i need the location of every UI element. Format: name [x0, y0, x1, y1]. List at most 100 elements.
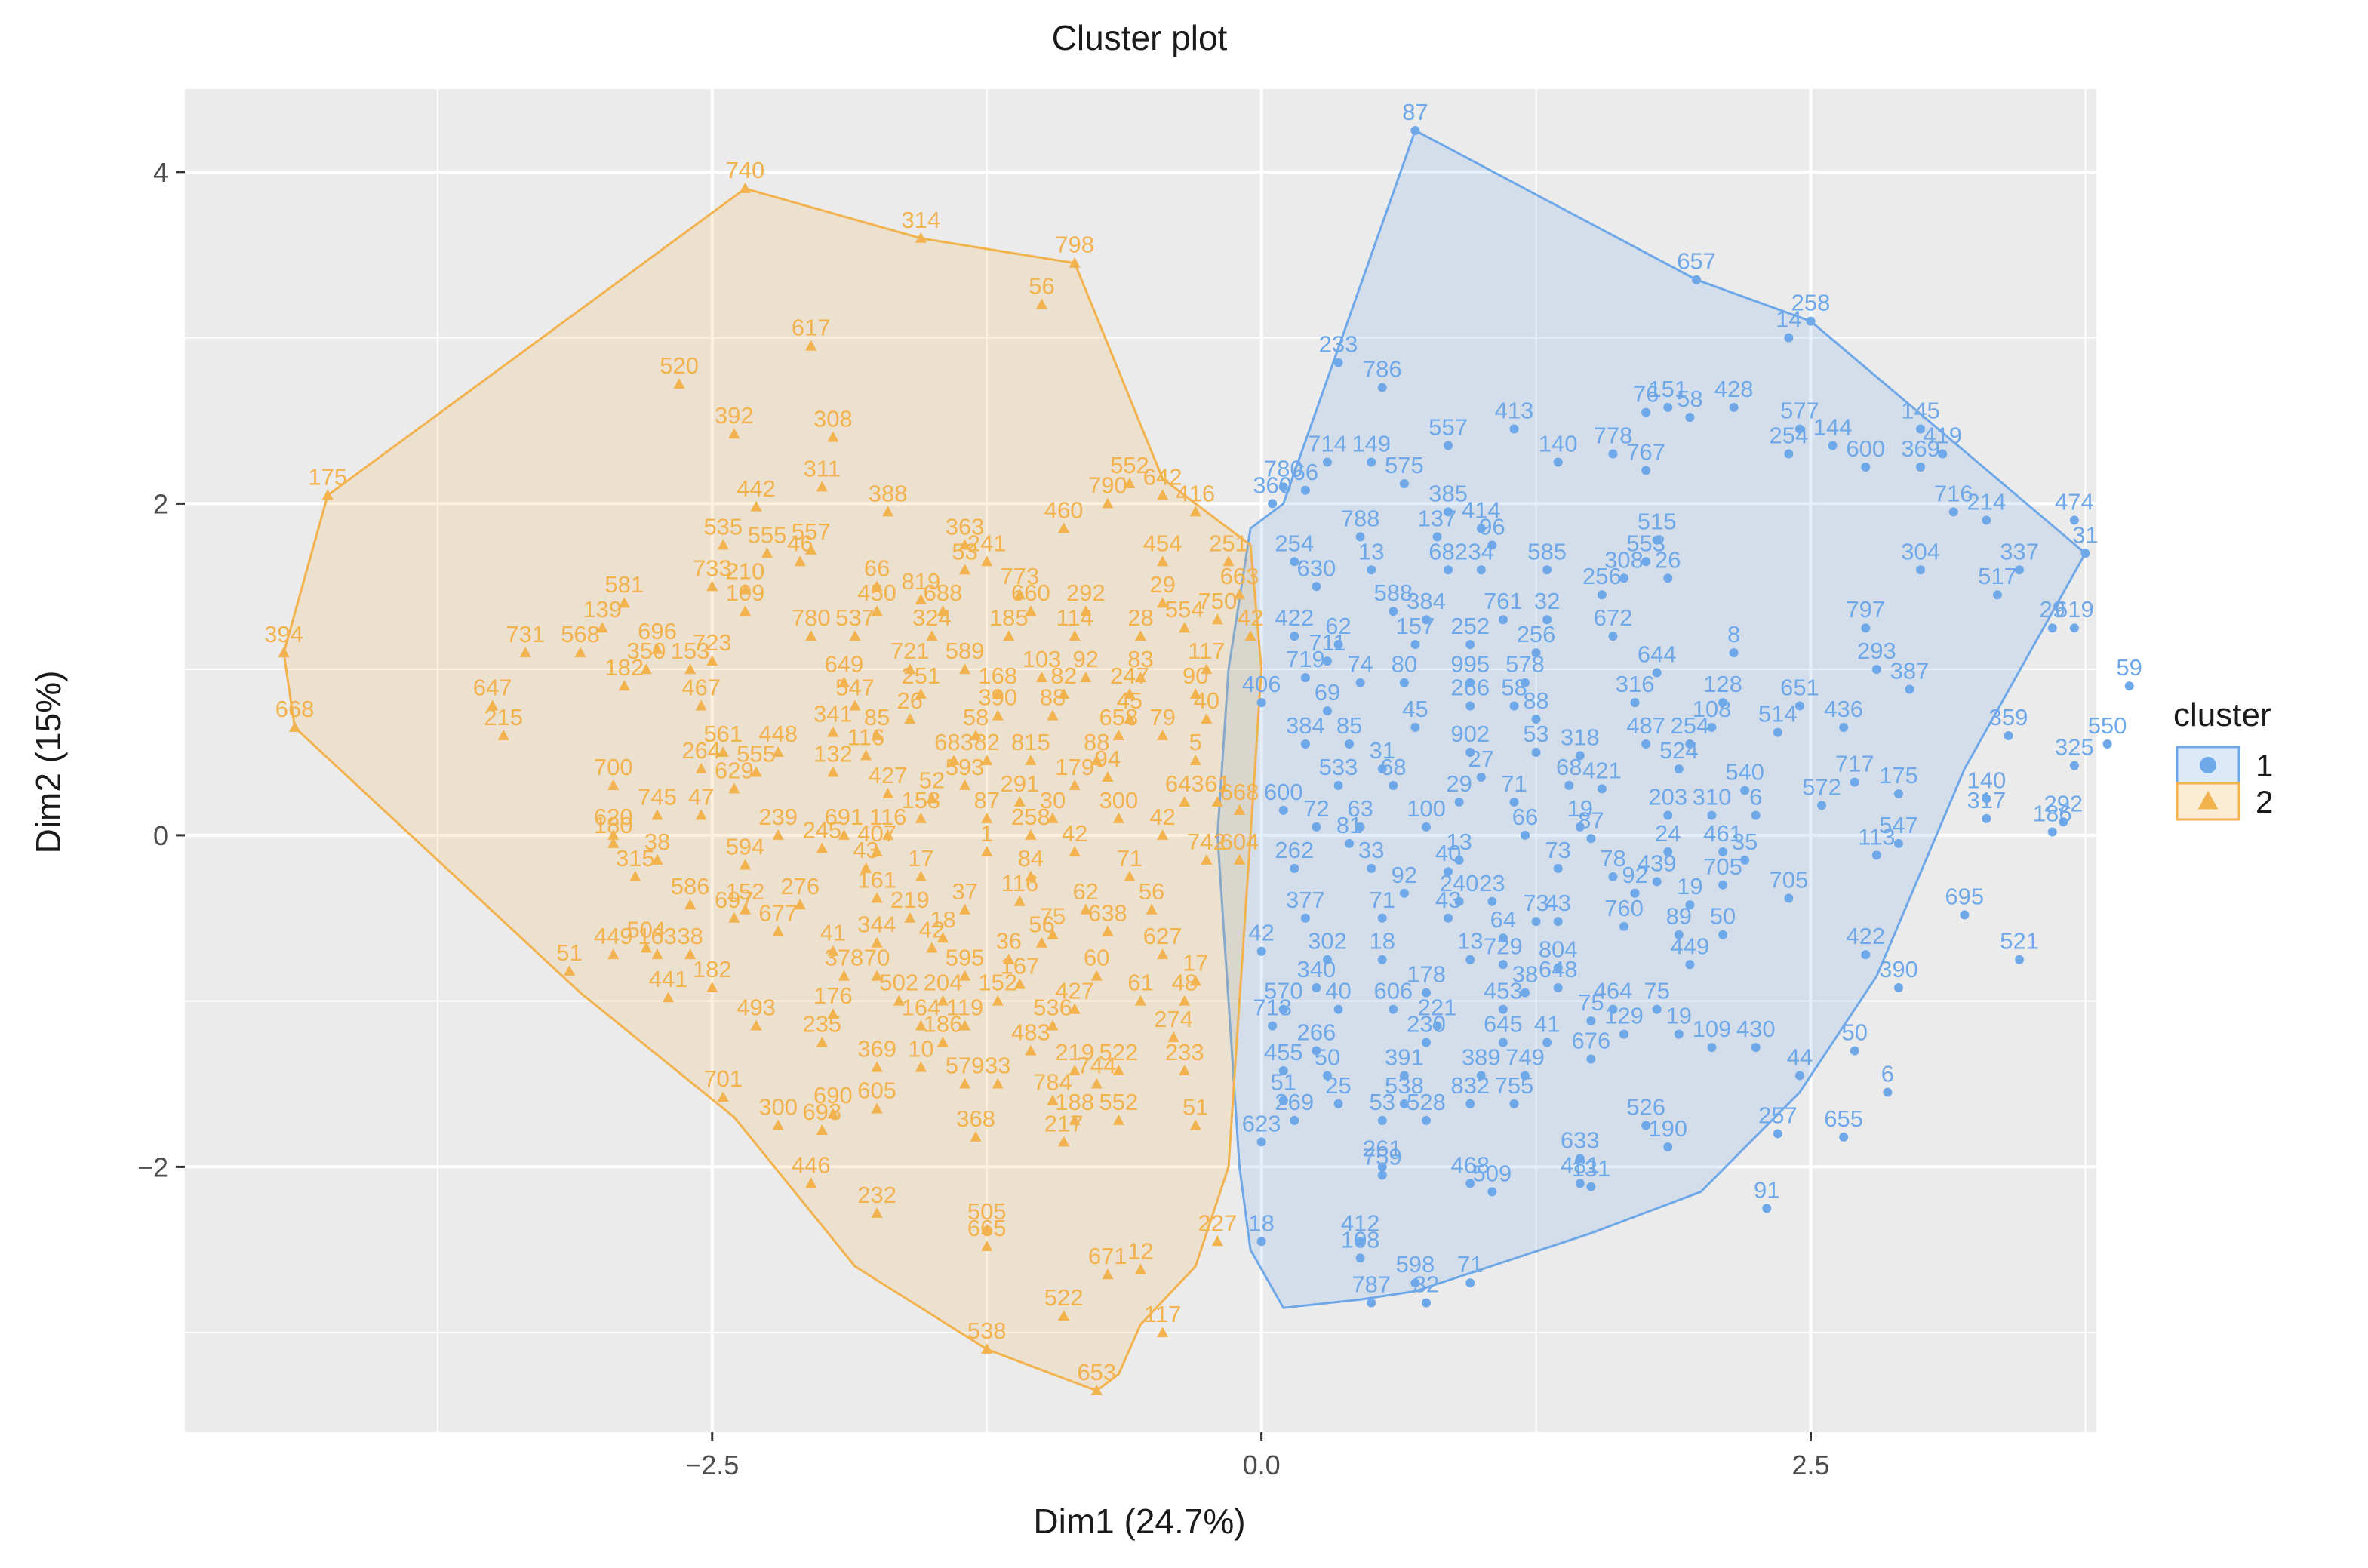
point-label-cluster-2: 10 — [908, 1036, 933, 1062]
point-label-cluster-2: 394 — [264, 621, 303, 647]
point-cluster-2 — [1090, 1385, 1103, 1396]
point-cluster-1 — [1871, 665, 1881, 675]
point-label-cluster-1: 832 — [1450, 1072, 1490, 1099]
point-cluster-2 — [958, 903, 971, 915]
point-cluster-1 — [1784, 893, 1794, 903]
point-label-cluster-1: 598 — [1396, 1251, 1435, 1277]
point-label-cluster-1: 92 — [1392, 862, 1417, 888]
point-cluster-2 — [1201, 713, 1213, 724]
point-label-cluster-2: 168 — [978, 663, 1017, 689]
point-cluster-1 — [1521, 988, 1530, 998]
point-label-cluster-1: 69 — [1315, 679, 1340, 706]
point-label-cluster-2: 535 — [703, 513, 743, 540]
point-label-cluster-1: 360 — [1253, 472, 1292, 498]
point-cluster-2 — [651, 948, 663, 960]
point-cluster-1 — [1399, 1071, 1409, 1081]
point-cluster-1 — [1444, 867, 1453, 877]
point-cluster-1 — [1377, 1115, 1387, 1125]
point-label-cluster-1: 58 — [1677, 386, 1702, 412]
point-label-cluster-2: 219 — [890, 887, 930, 913]
point-cluster-2 — [772, 925, 784, 936]
point-cluster-2 — [640, 942, 653, 953]
point-label-cluster-1: 705 — [1770, 866, 1809, 893]
point-cluster-2 — [936, 605, 949, 616]
point-cluster-2 — [904, 912, 916, 923]
x-axis-title: Dim1 (24.7%) — [1033, 1502, 1245, 1541]
point-label-cluster-1: 18 — [1370, 928, 1395, 955]
point-label-cluster-1: 540 — [1725, 759, 1764, 786]
point-cluster-2 — [1069, 630, 1081, 641]
point-cluster-1 — [1345, 739, 1355, 749]
point-cluster-2 — [882, 829, 894, 840]
point-cluster-2 — [1179, 995, 1191, 1006]
point-cluster-1 — [1465, 1278, 1475, 1288]
point-cluster-2 — [904, 713, 916, 724]
point-label-cluster-1: 778 — [1594, 422, 1633, 448]
point-label-cluster-2: 504 — [627, 916, 666, 942]
point-label-cluster-1: 64 — [1490, 906, 1516, 933]
point-label-cluster-2: 182 — [693, 956, 732, 982]
point-label-cluster-2: 467 — [681, 674, 721, 700]
point-label-cluster-1: 32 — [1413, 1271, 1439, 1298]
point-label-cluster-1: 761 — [1484, 588, 1523, 614]
point-cluster-1 — [1542, 565, 1552, 575]
point-label-cluster-1: 606 — [1373, 978, 1413, 1004]
point-label-cluster-1: 651 — [1780, 674, 1819, 700]
point-label-cluster-2: 204 — [924, 970, 963, 996]
point-cluster-1 — [1444, 565, 1453, 575]
point-cluster-2 — [1157, 597, 1169, 608]
point-cluster-1 — [1992, 590, 2002, 600]
point-label-cluster-1: 8 — [1727, 621, 1740, 647]
point-cluster-2 — [706, 580, 718, 592]
point-cluster-2 — [563, 965, 576, 976]
point-label-cluster-2: 29 — [1149, 571, 1175, 598]
point-label-cluster-1: 421 — [1582, 757, 1622, 783]
point-label-cluster-2: 28 — [1127, 604, 1153, 631]
point-cluster-1 — [1521, 830, 1530, 840]
point-cluster-1 — [1575, 1179, 1585, 1188]
y-tick-label: −2 — [137, 1151, 168, 1182]
point-label-cluster-1: 19 — [1567, 795, 1593, 822]
point-label-cluster-2: 742 — [1187, 829, 1226, 855]
point-label-cluster-2: 60 — [1084, 945, 1109, 971]
point-cluster-2 — [1013, 795, 1026, 807]
point-label-cluster-2: 740 — [726, 157, 765, 183]
point-cluster-2 — [717, 746, 729, 758]
point-cluster-2 — [1080, 605, 1092, 616]
point-label-cluster-1: 23 — [1479, 870, 1505, 896]
point-cluster-1 — [1663, 1142, 1673, 1152]
point-cluster-2 — [1102, 1268, 1114, 1280]
point-label-cluster-1: 19 — [1666, 1003, 1692, 1029]
point-cluster-1 — [1278, 482, 1288, 492]
point-label-cluster-2: 696 — [638, 618, 677, 644]
point-cluster-1 — [1421, 822, 1431, 832]
point-label-cluster-2: 33 — [985, 1053, 1010, 1079]
point-cluster-2 — [936, 1036, 949, 1047]
point-cluster-1 — [1256, 946, 1266, 956]
point-label-cluster-1: 19 — [1677, 873, 1702, 899]
point-cluster-2 — [651, 643, 663, 654]
point-cluster-1 — [1663, 810, 1673, 820]
point-cluster-2 — [805, 1177, 817, 1188]
point-label-cluster-1: 719 — [1286, 646, 1325, 672]
point-label-cluster-2: 520 — [660, 352, 699, 379]
point-cluster-1 — [1399, 479, 1409, 489]
point-cluster-1 — [1817, 801, 1827, 810]
point-label-cluster-2: 42 — [1149, 804, 1175, 830]
point-cluster-2 — [849, 699, 861, 711]
point-label-cluster-1: 514 — [1758, 701, 1798, 727]
point-label-cluster-1: 128 — [1703, 671, 1742, 697]
point-cluster-2 — [1189, 755, 1201, 765]
point-cluster-2 — [1080, 672, 1092, 683]
point-cluster-2 — [827, 1108, 839, 1119]
point-label-cluster-1: 430 — [1736, 1016, 1776, 1042]
point-cluster-2 — [871, 1061, 883, 1072]
point-cluster-1 — [1982, 813, 1991, 823]
point-cluster-2 — [1201, 663, 1213, 675]
point-label-cluster-2: 449 — [594, 923, 633, 949]
point-cluster-1 — [1476, 772, 1486, 782]
point-cluster-1 — [1312, 582, 1321, 592]
point-label-cluster-2: 219 — [1055, 1039, 1094, 1065]
point-cluster-2 — [684, 948, 697, 960]
point-cluster-1 — [1399, 888, 1409, 898]
